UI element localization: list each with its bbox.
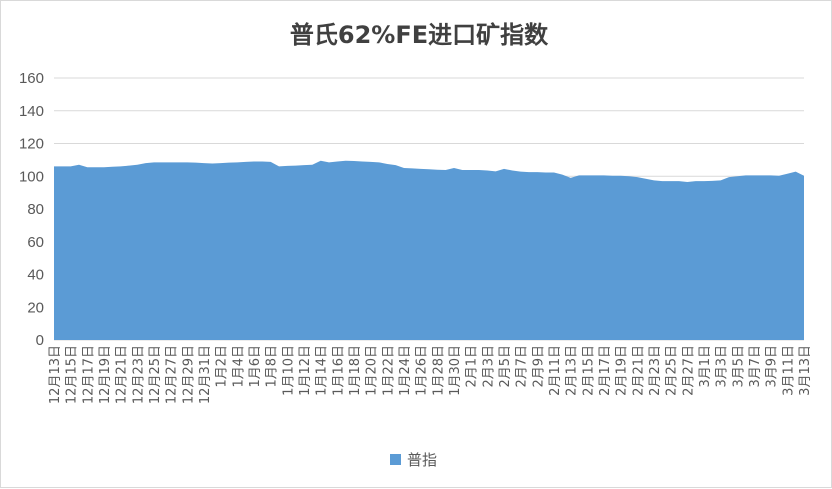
- x-tick-label: 3月11日: [781, 345, 796, 396]
- legend-label: 普指: [407, 451, 437, 469]
- y-tick-label: 60: [27, 234, 44, 251]
- x-tick-label: 1月14日: [315, 345, 330, 396]
- y-tick-label: 140: [19, 103, 44, 120]
- x-tick-label: 2月19日: [615, 345, 630, 396]
- x-axis-ticks: 12月13日 12月15日 12月17日 12月19日 12月21日 12月23日 12月2…: [48, 345, 813, 404]
- x-tick-label: 1月6日: [248, 345, 263, 388]
- x-tick-label: 2月11日: [548, 345, 563, 396]
- x-tick-label: 1月16日: [331, 345, 346, 396]
- x-tick-label: 3月3日: [715, 345, 730, 388]
- x-tick-label: 3月13日: [798, 345, 813, 396]
- x-tick-label: 2月21日: [631, 345, 646, 396]
- x-tick-label: 1月12日: [298, 345, 313, 396]
- x-tick-label: 12月25日: [148, 345, 163, 404]
- x-tick-label: 2月7日: [515, 345, 530, 388]
- legend: 普指: [390, 451, 437, 469]
- x-tick-label: 2月9日: [531, 345, 546, 388]
- x-tick-label: 3月1日: [698, 345, 713, 388]
- x-tick-label: 12月13日: [48, 345, 63, 404]
- x-tick-label: 3月9日: [765, 345, 780, 388]
- x-tick-label: 1月20日: [365, 345, 380, 396]
- x-tick-label: 1月26日: [415, 345, 430, 396]
- x-tick-label: 3月7日: [748, 345, 763, 388]
- x-tick-label: 12月23日: [131, 345, 146, 404]
- x-tick-label: 1月8日: [265, 345, 280, 388]
- x-tick-label: 3月5日: [731, 345, 746, 388]
- x-tick-label: 12月21日: [115, 345, 130, 404]
- x-tick-label: 2月5日: [498, 345, 513, 388]
- y-tick-label: 120: [19, 136, 44, 153]
- x-tick-label: 12月17日: [81, 345, 96, 404]
- x-tick-label: 2月23日: [648, 345, 663, 396]
- x-tick-label: 1月28日: [431, 345, 446, 396]
- area-series-0: [54, 160, 804, 340]
- y-tick-label: 40: [27, 267, 44, 284]
- x-tick-label: 12月19日: [98, 345, 113, 404]
- x-tick-label: 12月31日: [198, 345, 213, 404]
- y-tick-label: 20: [27, 299, 44, 316]
- x-tick-label: 1月22日: [381, 345, 396, 396]
- x-tick-label: 12月15日: [65, 345, 80, 404]
- x-tick-label: 1月10日: [281, 345, 296, 396]
- legend-swatch: [390, 454, 401, 465]
- x-tick-label: 12月29日: [181, 345, 196, 404]
- x-tick-label: 2月27日: [681, 345, 696, 396]
- x-tick-label: 2月3日: [481, 345, 496, 388]
- y-tick-label: 160: [19, 70, 44, 87]
- x-tick-label: 1月4日: [231, 345, 246, 388]
- area-series: [54, 160, 804, 340]
- x-tick-label: 1月2日: [215, 345, 230, 388]
- x-tick-label: 1月30日: [448, 345, 463, 396]
- y-tick-label: 80: [27, 201, 44, 218]
- y-tick-label: 0: [36, 332, 44, 349]
- y-tick-label: 100: [19, 168, 44, 185]
- x-tick-label: 2月13日: [565, 345, 580, 396]
- x-tick-label: 12月27日: [165, 345, 180, 404]
- x-tick-label: 1月18日: [348, 345, 363, 396]
- x-tick-label: 2月1日: [465, 345, 480, 388]
- chart-title: 普氏62%FE进口矿指数: [290, 21, 549, 49]
- x-tick-label: 1月24日: [398, 345, 413, 396]
- y-axis-ticks: 0 20 40 60 80 100 120 140 160: [19, 70, 44, 349]
- x-tick-label: 2月25日: [665, 345, 680, 396]
- x-tick-label: 2月17日: [598, 345, 613, 396]
- x-tick-label: 2月15日: [581, 345, 596, 396]
